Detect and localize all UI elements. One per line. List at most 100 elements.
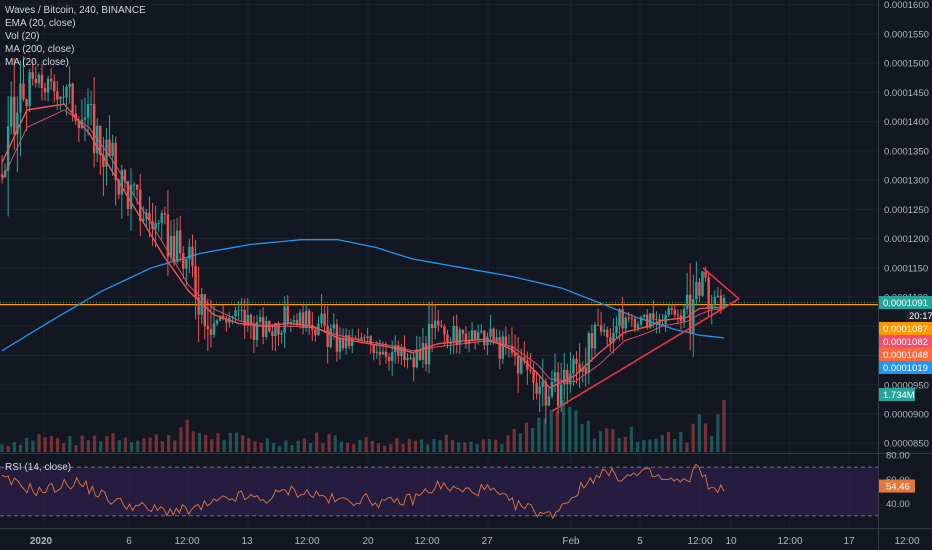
volume-bar	[296, 440, 300, 452]
price-badge-text-countdown: 20:17	[909, 311, 932, 322]
triangle-pattern[interactable]	[551, 267, 740, 412]
candle-body	[40, 74, 44, 89]
volume-bar	[629, 426, 634, 452]
volume-bar	[537, 417, 541, 452]
volume-bars	[0, 400, 726, 452]
candle-body	[655, 319, 658, 321]
price-tick-label: 0.0001600	[884, 0, 929, 11]
candle-body	[572, 358, 575, 374]
candle-body	[575, 358, 578, 364]
candle-body	[292, 320, 296, 322]
candle-body	[304, 310, 308, 328]
candle-body	[286, 306, 289, 324]
price-tick-label: 0.0000850	[884, 439, 929, 450]
candle-body	[670, 308, 673, 311]
candle-body	[160, 213, 163, 223]
candle-body	[563, 369, 566, 385]
candle-body	[612, 332, 615, 343]
candle-body	[384, 351, 388, 357]
candle-body	[280, 332, 283, 335]
legend-ema[interactable]: EMA (20, close)	[5, 18, 76, 29]
volume-bar	[92, 435, 97, 452]
price-axis[interactable]: 0.0001600 0.0001550 0.0001500 0.0001450 0.00…	[879, 0, 932, 453]
candle-body	[535, 382, 538, 394]
volume-bar	[444, 434, 448, 452]
volume-bar	[710, 436, 714, 452]
volume-bar	[494, 439, 498, 452]
candle-body	[188, 246, 191, 259]
candle-body	[354, 337, 357, 339]
price-badge-support-line	[879, 322, 932, 335]
candle-body	[191, 246, 194, 267]
candle-body	[553, 372, 557, 382]
volume-bar	[191, 431, 195, 452]
candle-body	[92, 103, 96, 154]
volume-bar	[611, 429, 615, 452]
candle-body	[556, 372, 560, 406]
volume-bar	[80, 435, 84, 452]
volume-bar	[487, 438, 492, 452]
volume-bar	[271, 442, 276, 452]
candle-body	[209, 329, 213, 335]
candle-body	[713, 297, 716, 306]
candle-body	[578, 363, 581, 373]
candle-body	[698, 282, 701, 296]
legend-ma20[interactable]: MA (20, close)	[5, 57, 69, 68]
price-tick-label: 0.0001250	[884, 205, 929, 216]
price-badge-text-ma200: 0.0001019	[883, 363, 928, 374]
candle-body	[424, 343, 428, 365]
candle-body	[452, 326, 455, 343]
candle-body	[126, 181, 130, 209]
time-tick-label: 5	[637, 536, 643, 547]
candle-body	[252, 323, 256, 340]
candle-body	[16, 112, 19, 135]
volume-bar	[401, 444, 405, 452]
candle-body	[71, 83, 74, 114]
candle-body	[372, 344, 375, 353]
candle-body	[689, 294, 692, 333]
candle-body	[117, 179, 120, 195]
time-tick-label: 12:00	[174, 536, 199, 547]
time-axis[interactable]: 2020 6 12:00 13 12:00 20 12:00 27 Feb 5 12:00 10 12:…	[30, 536, 920, 547]
candle-body	[440, 325, 443, 327]
volume-bar	[407, 438, 411, 452]
price-tick-label: 0.0001550	[884, 29, 929, 40]
price-tick-label: 0.0000950	[884, 380, 929, 391]
price-tick-label: 0.0001400	[884, 117, 929, 128]
legend-vol[interactable]: Vol (20)	[5, 31, 40, 42]
candle-body	[412, 357, 415, 368]
candle-body	[129, 184, 133, 209]
volume-bar	[111, 433, 115, 452]
candle-body	[169, 235, 173, 257]
candle-body	[606, 329, 609, 338]
volume-bar	[241, 435, 245, 452]
candle-body	[477, 332, 480, 341]
candle-body	[707, 277, 710, 310]
candle-body	[83, 117, 87, 120]
price-tick-label: 0.0001300	[884, 176, 929, 187]
candle-body	[301, 312, 305, 328]
legend-rsi[interactable]: RSI (14, close)	[5, 462, 72, 473]
candle-body	[255, 322, 259, 340]
volume-bar	[197, 433, 202, 452]
candle-body	[504, 336, 508, 347]
candle-body	[108, 139, 111, 157]
legend-symbol[interactable]: Waves / Bitcoin, 240, BINANCE	[5, 5, 146, 16]
candle-body	[166, 214, 170, 257]
volume-bar	[432, 438, 436, 452]
candle-body	[704, 271, 707, 278]
price-badge-text-last-price: 0.0001091	[883, 298, 928, 309]
candle-body	[682, 308, 686, 322]
candle-body	[172, 235, 176, 262]
candle-body	[516, 356, 520, 374]
volume-bar	[179, 427, 183, 452]
candle-body	[215, 320, 219, 324]
price-tick-label: 0.0000900	[884, 409, 929, 420]
legend-ma200[interactable]: MA (200, close)	[5, 44, 75, 55]
candle-body	[277, 322, 280, 335]
candle-body	[406, 357, 409, 361]
candle-body	[258, 317, 262, 323]
